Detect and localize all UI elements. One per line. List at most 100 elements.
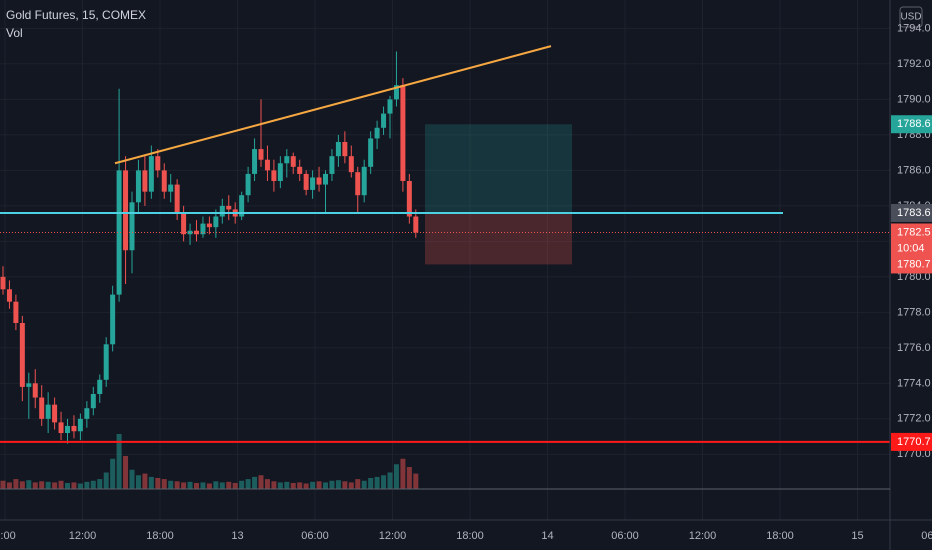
candle-body xyxy=(65,425,70,434)
volume-bar xyxy=(303,483,309,489)
candle-body xyxy=(368,138,374,167)
volume-bar xyxy=(71,482,77,489)
volume-bar xyxy=(174,481,180,489)
x-tick-label: 18:00 xyxy=(766,530,794,542)
price-tag xyxy=(891,432,932,451)
x-tick-label: 06:00 xyxy=(921,530,932,542)
volume-bar xyxy=(252,476,258,489)
volume-bar xyxy=(110,458,116,489)
volume-bar xyxy=(258,475,264,489)
volume-bar xyxy=(264,479,270,489)
volume-bar xyxy=(155,478,161,489)
last-price-label: 1782.5 xyxy=(897,226,931,238)
candle-body xyxy=(174,184,180,213)
candle-body xyxy=(264,159,270,171)
volume-bar xyxy=(348,482,354,489)
candle-body xyxy=(77,418,83,432)
volume-bar xyxy=(361,480,367,489)
candle-body xyxy=(129,202,135,251)
volume-bar xyxy=(142,473,148,489)
volume-bar xyxy=(271,481,277,489)
volume-bar xyxy=(213,481,219,489)
price-tag xyxy=(891,115,932,134)
y-tick-label: 1794.0 xyxy=(897,22,931,34)
candle-body xyxy=(123,170,129,251)
candle-body xyxy=(323,173,328,185)
volume-bar xyxy=(342,481,348,489)
volume-bar xyxy=(148,476,154,489)
candle-body xyxy=(297,166,303,174)
volume-bar xyxy=(406,467,412,489)
loss-zone xyxy=(425,212,572,265)
plot xyxy=(0,45,890,489)
profit-zone xyxy=(425,124,572,213)
trendline xyxy=(114,45,552,165)
candle-body xyxy=(161,170,167,192)
candle-body xyxy=(335,141,341,157)
y-tick-label: 1780.0 xyxy=(897,271,931,283)
candle-body xyxy=(168,184,174,192)
candle-body xyxy=(374,127,380,139)
candle-body xyxy=(97,379,103,394)
candle-body xyxy=(206,223,212,228)
candle-body xyxy=(213,216,219,228)
x-tick-label: 14 xyxy=(541,530,553,542)
candle-body xyxy=(361,166,367,196)
y-tick-label: 1790.0 xyxy=(897,93,931,105)
candle-body xyxy=(413,216,419,233)
candle-body xyxy=(103,344,109,380)
candle-body xyxy=(26,383,32,387)
x-tick-label: 06:00 xyxy=(301,530,329,542)
volume-bar xyxy=(245,479,251,489)
currency-label[interactable]: USD xyxy=(900,12,921,23)
y-tick-label: 1776.0 xyxy=(897,342,931,354)
candle-body xyxy=(52,404,58,423)
volume-bar xyxy=(129,469,135,489)
currency-button[interactable] xyxy=(899,6,923,28)
volume-bar xyxy=(77,483,83,489)
candle-body xyxy=(187,230,193,235)
volume-bar xyxy=(323,482,328,489)
volume-bar xyxy=(168,480,174,489)
y-tick-label: 1792.0 xyxy=(897,58,931,70)
candle-body xyxy=(303,173,309,190)
volume-bar xyxy=(226,481,232,489)
volume-bar xyxy=(297,482,303,489)
volume-bar xyxy=(329,480,335,489)
y-tick-label: 1786.0 xyxy=(897,164,931,176)
volume-bar xyxy=(277,482,283,489)
candle-body xyxy=(252,149,258,174)
x-tick-label: 13 xyxy=(231,530,243,542)
volume-bar xyxy=(39,481,45,489)
volume-bar xyxy=(284,481,290,489)
candle-body xyxy=(316,177,322,185)
volume-bar xyxy=(381,475,387,489)
candle-body xyxy=(284,156,290,164)
candle-body xyxy=(381,113,387,128)
candle-body xyxy=(71,425,77,432)
volume-bar xyxy=(58,480,64,489)
volume-bar xyxy=(26,480,32,489)
volume-bar xyxy=(103,472,109,489)
y-tick-label: 1772.0 xyxy=(897,413,931,425)
x-tick-label: 6:00 xyxy=(0,530,16,542)
candle-body xyxy=(277,163,283,182)
candle-body xyxy=(6,289,12,302)
candle-body xyxy=(13,301,19,324)
volume-bar xyxy=(0,480,6,489)
candle-body xyxy=(181,212,187,235)
x-tick-label: 18:00 xyxy=(146,530,174,542)
volume-bar xyxy=(181,482,187,489)
volume-bar xyxy=(161,479,167,489)
volume-bar xyxy=(52,482,58,489)
candle-body xyxy=(0,276,6,290)
chart-title: Gold Futures, 15, COMEX xyxy=(6,8,146,22)
price-tag xyxy=(891,255,932,274)
candle-body xyxy=(310,177,316,190)
volume-bar xyxy=(219,482,225,489)
volume-bar xyxy=(316,481,322,489)
candle-body xyxy=(355,172,361,196)
volume-bar xyxy=(310,481,316,489)
volume-bar xyxy=(97,479,103,489)
